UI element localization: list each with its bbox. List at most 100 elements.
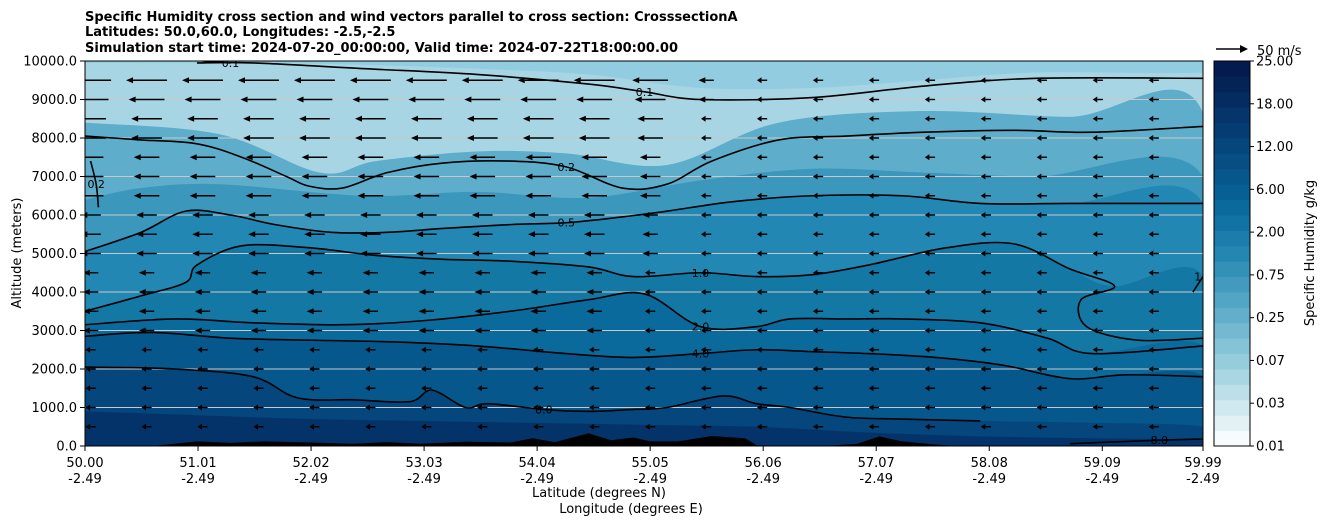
wind-vector (812, 135, 824, 141)
contour-label-0: 0.1 (636, 86, 654, 99)
wind-vector (924, 289, 936, 295)
contour-label-4: 0.5 (557, 217, 575, 230)
wind-vector (192, 250, 213, 257)
wind-vector (187, 115, 218, 122)
wind-vector (1036, 115, 1047, 122)
wind-vector (980, 308, 992, 315)
wind-vector (362, 269, 379, 276)
y-axis-label: Altitude (meters) (10, 198, 25, 309)
colorbar-tick-label-9: 25.00 (1256, 55, 1293, 70)
wind-vector (980, 289, 992, 295)
wind-vector (306, 269, 323, 276)
wind-vector (756, 192, 768, 199)
wind-vector (474, 289, 490, 295)
wind-vector (306, 308, 323, 315)
contour-line-6 (1192, 276, 1203, 293)
wind-vector (868, 135, 880, 141)
wind-vector (1092, 115, 1103, 122)
wind-vector (980, 173, 992, 180)
wind-vector (980, 327, 992, 334)
wind-vector (1092, 385, 1103, 392)
x-tick-label-lat-1: 51.01 (179, 456, 216, 471)
wind-vector (868, 385, 880, 392)
wind-vector (1148, 77, 1159, 84)
chart-title: Specific Humidity cross section and wind… (85, 10, 738, 56)
wind-vector (700, 212, 712, 218)
x-axis-label-longitude: Longitude (degrees E) (559, 502, 703, 517)
wind-vector (812, 404, 824, 411)
wind-vector (197, 423, 208, 430)
wind-vector (533, 404, 544, 411)
wind-vector (756, 154, 768, 161)
wind-vector (525, 173, 552, 180)
colorbar-tick-label-6: 6.00 (1256, 183, 1285, 198)
wind-vector (980, 385, 992, 392)
wind-vector (1036, 192, 1047, 199)
wind-vector (245, 154, 272, 161)
wind-vector (586, 308, 602, 315)
wind-vector (756, 115, 768, 122)
colorbar-band-9 (1214, 292, 1250, 308)
wind-vector (126, 77, 168, 84)
colorbar-band-19 (1214, 138, 1250, 154)
contour-line-8 (85, 331, 1203, 380)
wind-vector (1148, 366, 1159, 372)
x-tick-label-lat-7: 57.07 (858, 456, 895, 471)
wind-vector (136, 212, 157, 218)
wind-vector (1148, 231, 1159, 238)
wind-vector (700, 250, 712, 257)
wind-vector (868, 96, 880, 103)
wind-vector (253, 404, 264, 411)
colorbar-tick-label-2: 0.07 (1256, 354, 1285, 369)
wind-vector (533, 423, 544, 430)
wind-vector (522, 135, 554, 141)
wind-vector (980, 250, 992, 257)
wind-vector (133, 192, 160, 199)
wind-vector (700, 231, 712, 238)
wind-vector (812, 423, 824, 430)
wind-vector (812, 385, 824, 392)
wind-vector (924, 77, 936, 84)
wind-vector (355, 115, 386, 122)
wind-vector (85, 79, 112, 81)
colorbar-tick-label-4: 0.75 (1256, 268, 1285, 283)
wind-vector (1148, 385, 1159, 392)
wind-vector (980, 77, 992, 84)
wind-vector (812, 327, 824, 334)
wind-vector (360, 231, 381, 238)
wind-vector (184, 96, 221, 103)
wind-vector (700, 385, 712, 392)
wind-vector (141, 385, 152, 392)
wind-vector (756, 135, 768, 141)
wind-vector (138, 289, 155, 295)
wind-vector (253, 346, 264, 353)
wind-vector (245, 173, 272, 180)
wind-vector (250, 327, 267, 334)
wind-vector (868, 115, 880, 122)
wind-vector (812, 231, 824, 238)
wind-vector (85, 385, 96, 392)
wind-vector (924, 269, 936, 276)
wind-vector (924, 366, 936, 372)
colorbar-band-15 (1214, 199, 1250, 216)
wind-vector (365, 404, 376, 411)
wind-vector (812, 269, 824, 276)
wind-vector (1148, 115, 1159, 122)
terrain-silhouette (85, 433, 1203, 446)
y-tick-label-7: 7000.0 (32, 170, 78, 185)
wind-vector (1148, 327, 1159, 334)
wind-vector (362, 327, 379, 334)
x-axis-ticks: 50.00-2.4951.01-2.4952.02-2.4953.03-2.49… (66, 446, 1222, 487)
wind-vector (194, 327, 211, 334)
wind-vector (133, 154, 160, 161)
contour-line-4 (85, 194, 1203, 253)
humidity-fill-level-0 (85, 61, 1203, 90)
wind-vector (248, 212, 269, 218)
wind-vector (250, 308, 267, 315)
wind-vector (138, 269, 155, 276)
wind-vector (1092, 404, 1103, 411)
x-tick-label-lon-9: -2.49 (1085, 472, 1119, 487)
contour-label-10: 8.0 (1151, 434, 1169, 447)
wind-vector (1036, 135, 1047, 141)
wind-vector (189, 173, 216, 180)
